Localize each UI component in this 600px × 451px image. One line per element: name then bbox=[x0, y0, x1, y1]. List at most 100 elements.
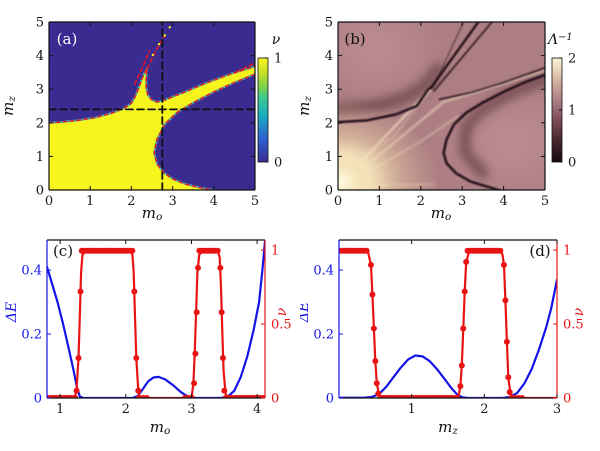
x-tick-label: 4 bbox=[210, 194, 218, 209]
nu-curve-marker bbox=[370, 325, 377, 332]
y-tick-label: 0 bbox=[326, 392, 334, 407]
dark-curve-tongue-1 bbox=[429, 22, 480, 89]
xlabel-mo: mo bbox=[431, 204, 452, 223]
tongue-speckles bbox=[168, 26, 171, 29]
x-tick-label: 2 bbox=[122, 402, 130, 417]
y-tick-label: 2 bbox=[325, 116, 333, 131]
nu-curve-marker bbox=[219, 355, 226, 362]
nu-curve-marker bbox=[192, 350, 199, 357]
nu-curve-marker bbox=[72, 395, 79, 398]
y-tick-label: 4 bbox=[36, 49, 44, 64]
nu-curve-marker bbox=[460, 325, 467, 332]
x-tick-label: 3 bbox=[187, 402, 195, 417]
x-tick-label: 4 bbox=[253, 402, 261, 417]
nu-curve-marker bbox=[189, 395, 196, 398]
phase-boundary-dashed-lower bbox=[153, 73, 255, 190]
nu-curve-marker bbox=[500, 261, 507, 268]
panel-b-localization-map: 0 1 2 3 4 5 0 1 2 3 4 5 2 1 0 (b) mo mz Λ−1 bbox=[300, 16, 576, 224]
colorbar-label-nu: ν bbox=[272, 32, 281, 48]
nu-curve-marker bbox=[458, 362, 465, 369]
x-tick-label: 5 bbox=[251, 194, 259, 209]
nu-curve-marker bbox=[453, 395, 460, 398]
ylabel-delta-e: ΔE bbox=[300, 302, 312, 323]
nu-curve-marker bbox=[77, 288, 84, 295]
xlabel-mo: mo bbox=[150, 418, 171, 437]
nu-curve-marker bbox=[217, 264, 224, 271]
x-tick-label: 0 bbox=[334, 194, 342, 209]
panel-letter-a: (a) bbox=[57, 30, 78, 48]
lobe-light-right bbox=[433, 79, 545, 190]
lobe-shade-right bbox=[458, 73, 545, 180]
tongue-dashed-2 bbox=[134, 50, 151, 85]
dark-curve-tongue-3 bbox=[431, 22, 465, 90]
phase-boundary-dashed-upper bbox=[49, 65, 255, 124]
panel-a-phase-diagram: 0 1 2 3 4 5 0 1 2 3 4 5 1 0 (a) mo mz ν bbox=[0, 16, 282, 224]
xlabel-mz: mz bbox=[438, 418, 458, 437]
tongue-speckles bbox=[151, 53, 155, 57]
x-tick-label: 1 bbox=[375, 194, 383, 209]
corner-glow-core bbox=[338, 146, 384, 190]
y-tick-label: 1 bbox=[325, 150, 333, 165]
x-tick-label: 1 bbox=[56, 402, 64, 417]
colorbar-tick-label: 0 bbox=[274, 156, 282, 171]
y-tick-label: 0.2 bbox=[21, 328, 42, 343]
tongue-speckles bbox=[163, 34, 166, 37]
nu-curve-marker bbox=[135, 387, 142, 394]
plot-area bbox=[49, 22, 255, 190]
nu-curve-marker bbox=[218, 309, 225, 316]
nu-curve-marker bbox=[372, 358, 379, 365]
panel-letter-c: (c) bbox=[53, 242, 73, 260]
nu-curve-marker bbox=[519, 395, 526, 398]
nu-curve-marker bbox=[214, 247, 221, 254]
xlabel-mo: mo bbox=[142, 204, 163, 223]
dark-curve-left bbox=[338, 86, 433, 124]
y-tick-label: 0.5 bbox=[271, 318, 292, 333]
nu-curve-marker bbox=[367, 261, 374, 268]
x-tick-label: 3 bbox=[168, 194, 176, 209]
tongue-speckles bbox=[157, 42, 161, 46]
x-tick-label: 0 bbox=[45, 194, 53, 209]
nu-curve-marker bbox=[191, 380, 198, 387]
nu-curve-marker bbox=[129, 247, 136, 254]
nu-curve bbox=[47, 249, 265, 398]
nu-curve-marker bbox=[457, 383, 464, 390]
x-tick-label: 1 bbox=[408, 402, 416, 417]
y-tick-label: 3 bbox=[325, 83, 333, 98]
y-tick-label: 4 bbox=[325, 49, 333, 64]
delta-e-curve bbox=[47, 240, 265, 398]
colorbar-label-lambda: Λ−1 bbox=[546, 32, 573, 48]
nu-curve-marker bbox=[505, 374, 512, 381]
nu-curve-marker bbox=[373, 380, 380, 387]
plot-area bbox=[339, 247, 557, 398]
y-tick-label: 0 bbox=[36, 184, 44, 199]
x-tick-label: 3 bbox=[458, 194, 466, 209]
y-tick-label: 0 bbox=[325, 184, 333, 199]
colorbar bbox=[257, 57, 269, 163]
nu-curve-marker bbox=[503, 338, 510, 345]
nu-curve-marker bbox=[193, 309, 200, 316]
colorbar-tick-label: 2 bbox=[568, 52, 576, 67]
nu-curve-marker bbox=[502, 297, 509, 304]
y-tick-label: 2 bbox=[36, 116, 44, 131]
ylabel-right-nu: ν bbox=[571, 307, 587, 316]
y-tick-label: 0.5 bbox=[563, 318, 584, 333]
ylabel-mz: mz bbox=[0, 96, 18, 116]
y-tick-label: 0 bbox=[563, 392, 571, 407]
nu-curve-marker bbox=[375, 390, 382, 397]
nu1-region bbox=[49, 66, 255, 190]
plot-area bbox=[47, 240, 265, 398]
band-tip-dashed bbox=[235, 62, 255, 73]
nu-curve-marker bbox=[369, 291, 376, 298]
panel-letter-d: (d) bbox=[529, 242, 550, 260]
x-tick-label: 5 bbox=[541, 194, 549, 209]
y-tick-label: 0.4 bbox=[21, 264, 42, 279]
y-tick-label: 1 bbox=[563, 244, 571, 259]
nu-curve-marker bbox=[131, 288, 138, 295]
x-tick-label: 3 bbox=[553, 402, 561, 417]
nu-curve-marker bbox=[363, 247, 370, 254]
colorbar-tick-label: 1 bbox=[274, 52, 282, 67]
nu-curve-marker bbox=[75, 355, 82, 362]
